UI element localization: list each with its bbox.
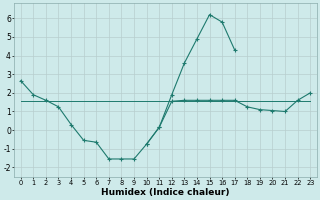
X-axis label: Humidex (Indice chaleur): Humidex (Indice chaleur) — [101, 188, 230, 197]
